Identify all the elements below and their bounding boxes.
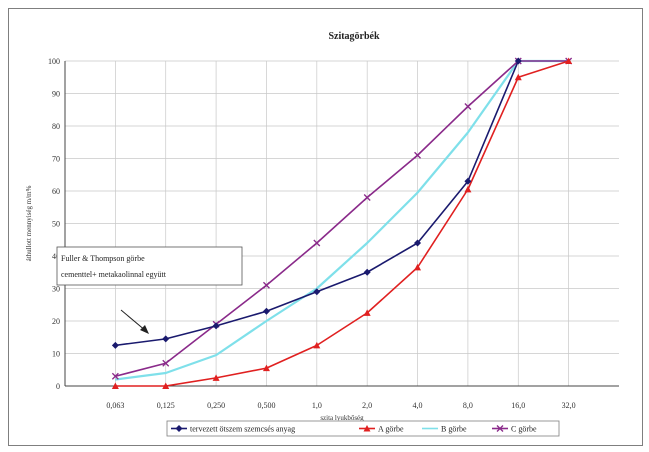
annotation-line-2: cementtel+ metakaolinnal együtt <box>61 270 167 279</box>
series-line <box>115 59 569 381</box>
x-tick-label: 32,0 <box>562 401 576 410</box>
legend-label: B görbe <box>441 425 467 434</box>
data-point <box>565 57 573 64</box>
series-3 <box>115 59 569 381</box>
legend-label: A görbe <box>378 425 404 434</box>
data-point <box>111 382 119 389</box>
legend-marker <box>363 425 371 432</box>
y-tick-label: 0 <box>56 382 60 391</box>
data-point <box>313 341 321 349</box>
data-point <box>262 281 270 289</box>
legend-item-1: tervezett ötszem szemcsés anyag <box>171 425 295 434</box>
legend-marker <box>175 425 183 432</box>
data-point <box>111 372 119 380</box>
legend-label: tervezett ötszem szemcsés anyag <box>190 425 295 434</box>
data-point <box>464 177 472 185</box>
y-tick-label: 80 <box>52 122 60 131</box>
data-point <box>212 374 220 381</box>
x-tick-label: 16,0 <box>511 401 525 410</box>
annotation-box <box>56 246 243 286</box>
data-point <box>111 341 119 349</box>
chart-title: Szitagörbék <box>328 31 380 42</box>
legend-item-2: A görbe <box>359 425 404 434</box>
y-axis-label: áthullott mennyiség m/m% <box>25 185 33 261</box>
y-tick-label: 100 <box>48 57 60 66</box>
data-point <box>363 309 371 316</box>
data-point <box>363 268 371 276</box>
series-line <box>115 60 569 387</box>
x-tick-label: 1,0 <box>312 401 322 410</box>
y-tick-label: 50 <box>52 220 60 229</box>
series-line <box>115 60 569 378</box>
y-tick-label: 70 <box>52 155 60 164</box>
data-point <box>464 185 472 193</box>
data-point <box>212 322 220 330</box>
x-tick-label: 8,0 <box>463 401 473 410</box>
x-tick-label: 0,500 <box>257 401 275 410</box>
grid-lines <box>65 60 619 387</box>
data-point <box>162 335 170 343</box>
x-tick-label: 4,0 <box>413 401 423 410</box>
annotation-line-1: Fuller & Thompson görbe <box>61 254 145 263</box>
data-point <box>262 364 270 372</box>
y-tick-label: 90 <box>52 90 60 99</box>
y-tick-labels: 0 10 20 30 40 50 60 70 80 90 100 <box>48 57 60 391</box>
legend-marker <box>496 425 504 432</box>
series-group <box>111 57 573 389</box>
legend-item-4: C görbe <box>492 425 537 434</box>
data-point <box>514 73 522 81</box>
sieve-curve-chart: Szitagörbék 0 10 20 30 40 50 60 70 80 90 100 0,063… <box>25 31 619 437</box>
y-tick-label: 10 <box>52 350 60 359</box>
data-point <box>414 151 422 159</box>
data-point <box>414 239 422 247</box>
data-point <box>313 239 321 247</box>
x-tick-label: 2,0 <box>362 401 372 410</box>
legend-label: C görbe <box>511 425 537 434</box>
data-point <box>262 307 270 315</box>
annotation-callout: Fuller & Thompson görbe cementtel+ metak… <box>56 246 243 334</box>
data-point <box>313 288 321 296</box>
annotation-arrowhead <box>140 325 149 334</box>
series-4 <box>111 57 573 380</box>
data-point <box>514 57 522 65</box>
chart-frame: Szitagörbék 0 10 20 30 40 50 60 70 80 90 100 0,063… <box>8 8 643 446</box>
x-tick-label: 0,063 <box>106 401 124 410</box>
series-2 <box>111 57 573 389</box>
series-1 <box>111 57 522 349</box>
data-point <box>464 103 472 110</box>
data-point <box>162 359 170 367</box>
y-tick-label: 30 <box>52 285 60 294</box>
data-point <box>162 382 170 389</box>
x-tick-labels: 0,063 0,125 0,250 0,500 1,0 2,0 4,0 8,0 16,0 32,0 <box>106 401 575 410</box>
legend: tervezett ötszem szemcsés anyag A görbe B … <box>166 420 560 437</box>
y-tick-label: 60 <box>52 187 60 196</box>
x-axis-label: szita lyukbőség <box>320 414 364 422</box>
y-tick-label: 20 <box>52 317 60 326</box>
annotation-arrow <box>120 309 147 332</box>
legend-item-3: B görbe <box>422 425 467 434</box>
x-tick-label: 0,250 <box>207 401 225 410</box>
data-point <box>414 263 422 271</box>
data-point <box>363 194 371 201</box>
y-tick-label: 40 <box>52 252 60 261</box>
x-tick-label: 0,125 <box>157 401 175 410</box>
